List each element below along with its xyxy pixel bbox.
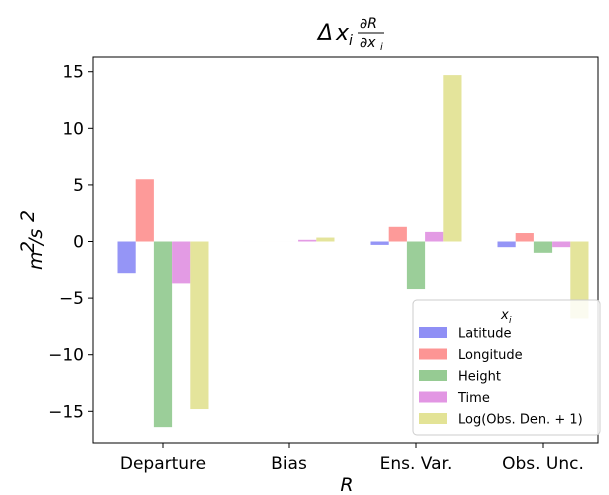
- x-ticks: Departure Bias Ens. Var. Obs. Unc.: [120, 443, 584, 474]
- legend-label: Latitude: [458, 327, 512, 342]
- bar-time-obs-unc: [552, 241, 571, 248]
- bar-height-departure: [153, 241, 173, 428]
- bar-longitude-departure: [135, 179, 154, 242]
- legend-items: Latitude Longitude Height Time Log(Obs. Den.…: [419, 327, 583, 428]
- bar-latitude-departure: [117, 241, 136, 274]
- bar-longitude-obs-unc: [515, 233, 534, 242]
- legend-label: Time: [457, 391, 490, 406]
- legend-swatch: [419, 348, 447, 360]
- bar-height-obs-unc: [533, 241, 553, 253]
- legend: x i Latitude Longitude Height Time Log(Obs. …: [412, 299, 601, 436]
- legend-swatch: [419, 391, 447, 403]
- legend-label: Log(Obs. Den. + 1): [458, 413, 583, 428]
- axes-frame: [92, 56, 599, 444]
- legend-swatch: [419, 370, 447, 381]
- x-tick-label: Bias: [271, 454, 307, 474]
- legend-swatch: [419, 413, 447, 424]
- bar-log-obs-den-1-bias: [316, 237, 335, 242]
- bar-height-ens-var: [406, 241, 426, 290]
- y-tick-label: −15: [48, 402, 84, 422]
- x-tick-label: Obs. Unc.: [502, 454, 584, 474]
- bar-log-obs-den-1-obs-unc: [570, 241, 589, 319]
- ylabel-exp: 2: [17, 241, 39, 253]
- bars: [117, 75, 589, 428]
- bar-latitude-obs-unc: [497, 241, 516, 248]
- x-tick-label: Departure: [120, 454, 206, 474]
- bar-log-obs-den-1-departure: [190, 241, 209, 410]
- legend-label: Height: [458, 370, 501, 385]
- bar-time-bias: [298, 239, 317, 242]
- y-tick-label: −10: [48, 346, 84, 366]
- title-denominator-sub: i: [380, 42, 383, 53]
- y-tick-label: 0: [73, 233, 84, 253]
- title-x: x: [335, 21, 350, 46]
- bar-log-obs-den-1-ens-var: [443, 75, 462, 242]
- chart-title: Δ x i ∂R ∂x i: [316, 16, 384, 53]
- ylabel-base: m: [25, 251, 47, 270]
- ylabel-sep: /s: [25, 229, 47, 247]
- legend-box: [412, 299, 601, 436]
- title-sub-i: i: [349, 33, 353, 49]
- y-tick-label: 5: [73, 176, 84, 196]
- y-axis-label: m 2 /s 2: [17, 210, 47, 270]
- title-numerator: ∂R: [360, 16, 377, 32]
- title-delta: Δ: [316, 21, 333, 46]
- bar-time-departure: [172, 241, 191, 284]
- ylabel-exp2: 2: [17, 210, 39, 222]
- x-tick-label: Ens. Var.: [380, 454, 453, 474]
- legend-swatch: [419, 327, 447, 338]
- y-tick-label: 10: [62, 119, 84, 139]
- legend-title: x: [500, 308, 509, 323]
- y-tick-label: −5: [59, 289, 84, 309]
- y-tick-label: 15: [62, 63, 84, 83]
- legend-title-sub: i: [509, 316, 512, 326]
- y-ticks: 15 10 5 0 −5 −10 −15: [48, 63, 93, 422]
- bar-latitude-ens-var: [370, 241, 389, 245]
- title-denominator: ∂x: [360, 35, 376, 51]
- bar-time-ens-var: [425, 231, 444, 242]
- legend-label: Longitude: [458, 348, 523, 363]
- bar-longitude-ens-var: [388, 226, 407, 242]
- x-axis-label: R: [340, 474, 353, 495]
